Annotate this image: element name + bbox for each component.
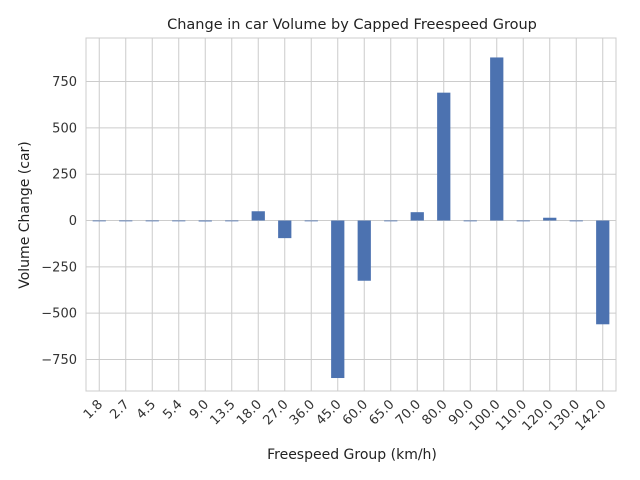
bar xyxy=(463,220,477,222)
y-axis-label: Volume Change (car) xyxy=(17,141,33,289)
bar xyxy=(437,92,451,221)
x-tick-label: 27.0 xyxy=(260,397,291,428)
x-tick-label: 36.0 xyxy=(287,397,318,428)
y-tick-label: 0 xyxy=(69,214,77,229)
bar xyxy=(569,220,583,222)
x-tick-label: 70.0 xyxy=(393,397,424,428)
x-tick-label: 18.0 xyxy=(234,397,265,428)
x-tick-label: 60.0 xyxy=(340,397,371,428)
bar xyxy=(304,220,318,222)
bar xyxy=(251,211,265,221)
bar xyxy=(516,220,530,222)
bar xyxy=(225,220,239,222)
bar xyxy=(384,220,398,222)
plot-frame xyxy=(85,37,617,392)
bars xyxy=(92,57,610,379)
bar xyxy=(543,217,557,221)
bar xyxy=(596,220,610,325)
bar xyxy=(145,220,159,222)
bar xyxy=(357,220,371,281)
x-axis-label: Freespeed Group (km/h) xyxy=(267,447,437,463)
x-tick-labels: 1.8 2.7 4.5 5.4 9.013.518.027.036.045.060.06… xyxy=(81,397,610,434)
x-tick-label: 13.5 xyxy=(207,397,238,428)
x-tick-label: 80.0 xyxy=(419,397,450,428)
bar xyxy=(331,220,345,379)
chart-title: Change in car Volume by Capped Freespeed… xyxy=(167,17,537,33)
x-tick-label: 45.0 xyxy=(313,397,344,428)
y-tick-label: −250 xyxy=(41,260,77,275)
bar xyxy=(198,220,212,222)
y-tick-label: −750 xyxy=(41,353,77,368)
bar xyxy=(172,220,186,222)
bar xyxy=(278,220,292,239)
y-tick-label: 500 xyxy=(52,121,77,136)
y-tick-label: 250 xyxy=(52,168,77,183)
grid-lines xyxy=(86,38,616,391)
bar xyxy=(490,57,504,221)
x-tick-label: 2.7 xyxy=(107,397,132,422)
bar xyxy=(92,220,106,222)
x-tick-label: 142.0 xyxy=(573,397,610,434)
x-tick-label: 1.8 xyxy=(81,397,106,422)
x-tick-label: 65.0 xyxy=(366,397,397,428)
y-tick-label: −500 xyxy=(41,307,77,322)
y-tick-labels: −750 −500 −250 0 250 500 750 xyxy=(41,75,77,368)
bar xyxy=(410,212,424,221)
bar xyxy=(119,220,133,222)
x-tick-label: 5.4 xyxy=(160,397,185,422)
y-tick-label: 750 xyxy=(52,75,77,90)
x-tick-label: 4.5 xyxy=(134,397,159,422)
